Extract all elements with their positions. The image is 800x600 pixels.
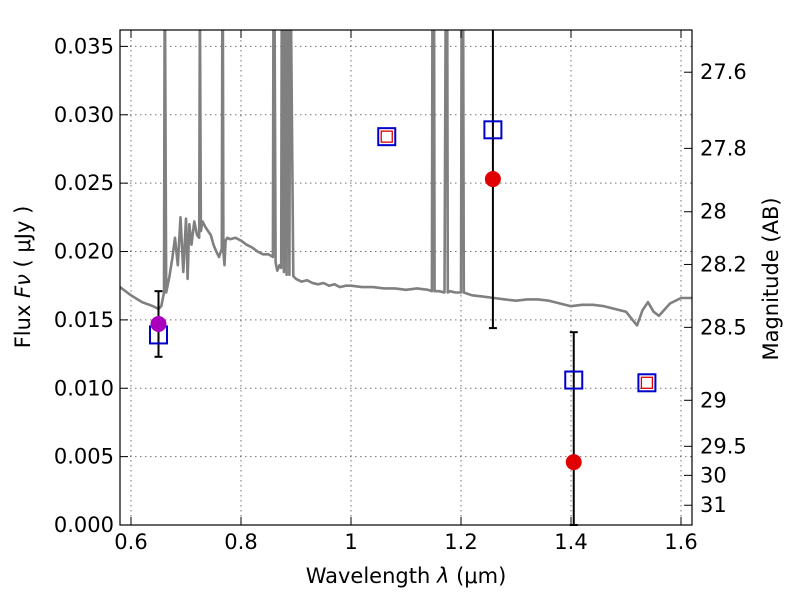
y-tick-label: 0.005 [54, 445, 114, 469]
model-photometry-point [637, 373, 657, 393]
x-tick-label: 0.6 [114, 530, 147, 554]
observed-point [565, 454, 582, 471]
red-square-marker [380, 130, 393, 143]
red-square-marker [640, 376, 654, 389]
observed-point [150, 315, 167, 332]
y-tick-label: 0.020 [54, 240, 114, 264]
y-tick-label: 0.035 [54, 34, 114, 58]
mag-tick-label: 28.2 [700, 252, 747, 276]
mag-tick-label: 29 [700, 388, 727, 412]
x-tick-label: 0.8 [224, 530, 257, 554]
mag-tick-label: 30 [700, 463, 727, 487]
mag-tick-label: 31 [700, 493, 727, 517]
y-tick-label: 0.010 [54, 376, 114, 400]
x-axis-title: Wavelength λ (μm) [306, 564, 507, 588]
plot-area [120, 30, 692, 327]
model-photometry-point [483, 120, 503, 140]
y-tick-label: 0.000 [54, 513, 114, 537]
mag-tick-label: 27.6 [700, 60, 747, 84]
y-axis-title: Flux Fν ( μJy ) [11, 206, 35, 349]
mag-tick-label: 27.8 [700, 136, 747, 160]
x-tick-label: 1.4 [554, 530, 587, 554]
x-tick-label: 1.2 [444, 530, 477, 554]
mag-tick-label: 28.5 [700, 315, 747, 339]
model-photometry-point [564, 370, 584, 390]
y-tick-label: 0.015 [54, 308, 114, 332]
y-tick-label: 0.025 [54, 171, 114, 195]
grid [120, 30, 692, 526]
observed-point [484, 171, 501, 188]
model-spectrum-line [120, 30, 692, 327]
y2-axis-title: Magnitude (AB) [759, 197, 783, 360]
axes: 0.6 0.8 1 1.2 1.4 1.6 0.000 0.005 0.010 0.015 0.02… [54, 30, 747, 554]
error-bars [149, 30, 657, 526]
model-photometry-point [377, 127, 397, 147]
mag-tick-label: 29.5 [700, 434, 747, 458]
plot-frame [119, 29, 693, 526]
x-tick-label: 1.6 [664, 530, 697, 554]
y-tick-label: 0.030 [54, 103, 114, 127]
x-tick-label: 1 [344, 530, 357, 554]
mag-tick-label: 28 [700, 200, 727, 224]
